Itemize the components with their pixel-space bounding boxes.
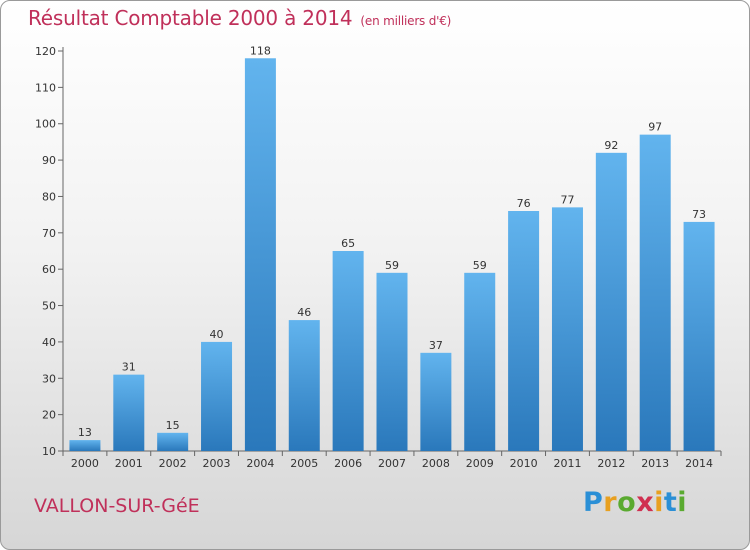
bar xyxy=(201,341,233,451)
bar-value-label: 46 xyxy=(297,306,311,319)
logo-letter: P xyxy=(583,487,604,518)
bar-value-label: 92 xyxy=(604,139,618,152)
bar xyxy=(464,272,496,451)
proxiti-logo: Proxiti xyxy=(583,487,687,518)
bar-value-label: 65 xyxy=(341,237,355,250)
chart-unit: (en milliers d'€) xyxy=(360,14,452,28)
y-tick-label: 50 xyxy=(42,300,56,313)
x-tick-label: 2008 xyxy=(422,457,450,470)
chart-title-text: Résultat Comptable 2000 à 2014 xyxy=(28,6,353,30)
x-tick-label: 2014 xyxy=(685,457,713,470)
x-tick-label: 2007 xyxy=(378,457,406,470)
bar xyxy=(288,320,320,451)
bar xyxy=(683,221,715,451)
y-tick-label: 120 xyxy=(35,45,56,58)
logo-letter: i xyxy=(677,487,688,518)
y-tick-label: 40 xyxy=(42,336,56,349)
commune-name: VALLON-SUR-GéE xyxy=(34,495,200,517)
y-tick-label: 60 xyxy=(42,263,56,276)
bar-value-label: 73 xyxy=(692,208,706,221)
bar-value-label: 40 xyxy=(210,328,224,341)
bar-value-label: 31 xyxy=(122,361,136,374)
y-tick-label: 80 xyxy=(42,190,56,203)
bar xyxy=(332,251,364,451)
x-tick-label: 2011 xyxy=(553,457,581,470)
bar xyxy=(113,374,145,451)
y-tick-label: 30 xyxy=(42,372,56,385)
x-tick-label: 2001 xyxy=(115,457,143,470)
bar-value-label: 59 xyxy=(385,259,399,272)
y-tick-label: 90 xyxy=(42,154,56,167)
bar xyxy=(551,207,583,451)
logo-letter: t xyxy=(663,487,678,518)
y-tick-label: 100 xyxy=(35,118,56,131)
x-tick-label: 2009 xyxy=(466,457,494,470)
bar xyxy=(420,352,452,451)
x-tick-label: 2002 xyxy=(159,457,187,470)
bar-value-label: 76 xyxy=(517,197,531,210)
x-tick-label: 2012 xyxy=(597,457,625,470)
bar-value-label: 97 xyxy=(648,121,662,134)
bar xyxy=(595,152,627,451)
bar-value-label: 59 xyxy=(473,259,487,272)
bar-value-label: 77 xyxy=(560,193,574,206)
bar-value-label: 15 xyxy=(166,419,180,432)
x-tick-label: 2006 xyxy=(334,457,362,470)
bar xyxy=(157,432,189,451)
bar-value-label: 13 xyxy=(78,426,92,439)
x-tick-label: 2010 xyxy=(510,457,538,470)
x-tick-label: 2005 xyxy=(290,457,318,470)
bar-value-label: 37 xyxy=(429,339,443,352)
y-tick-label: 10 xyxy=(42,445,56,458)
x-tick-label: 2004 xyxy=(246,457,274,470)
y-tick-label: 110 xyxy=(35,81,56,94)
bar-value-label: 118 xyxy=(250,44,271,57)
logo-letter: o xyxy=(617,487,637,518)
x-tick-label: 2000 xyxy=(71,457,99,470)
x-tick-label: 2003 xyxy=(203,457,231,470)
y-tick-label: 20 xyxy=(42,409,56,422)
bar xyxy=(69,440,101,451)
x-tick-label: 2013 xyxy=(641,457,669,470)
logo-letter: i xyxy=(654,487,664,518)
bar xyxy=(376,272,408,451)
bar xyxy=(639,134,671,452)
y-tick-label: 70 xyxy=(42,227,56,240)
logo-letter: r xyxy=(603,487,618,518)
bar xyxy=(508,211,540,451)
logo-letter: x xyxy=(636,487,655,518)
bar xyxy=(244,58,276,451)
chart-title: Résultat Comptable 2000 à 2014 (en millie… xyxy=(28,6,451,30)
